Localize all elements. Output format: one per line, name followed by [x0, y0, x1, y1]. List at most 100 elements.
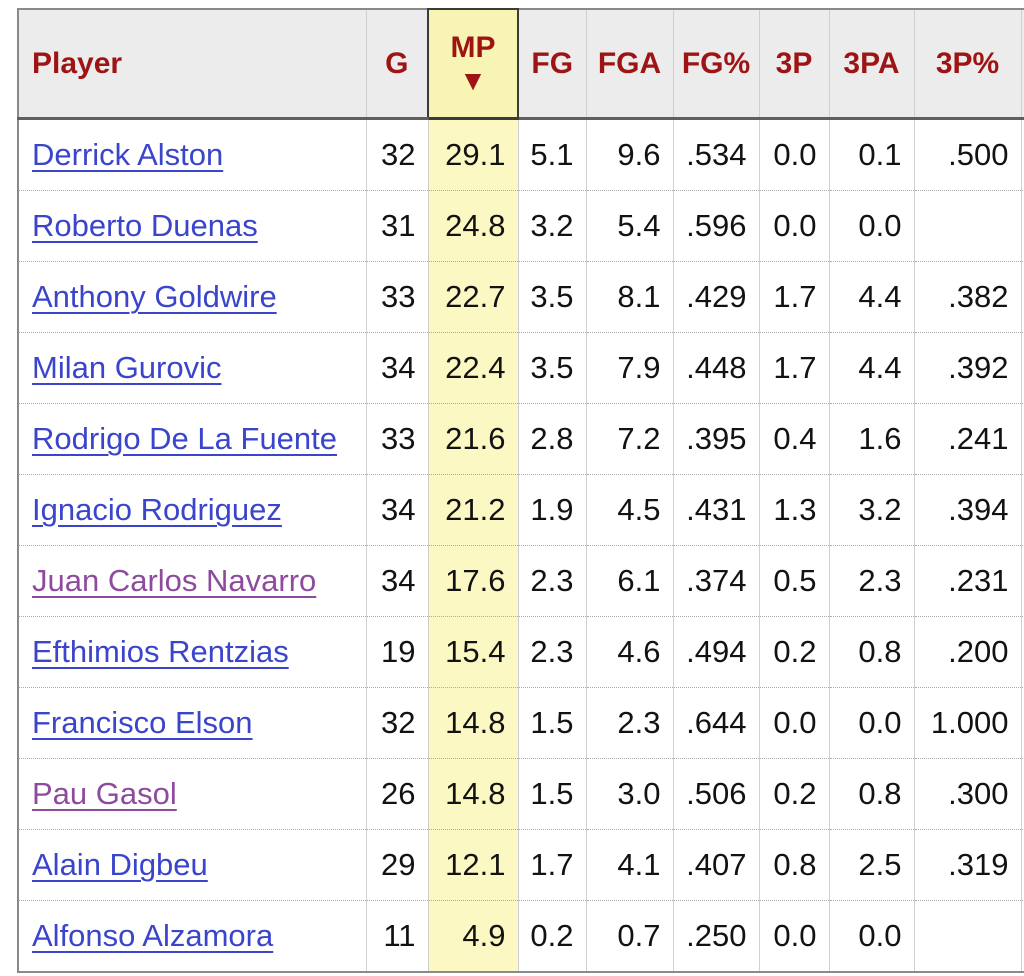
table-row: Pau Gasol 26 14.8 1.5 3.0.506 0.2 0.8.300: [18, 758, 1024, 830]
column-header-label: FG%: [681, 46, 751, 80]
cell-mp: 21.2: [428, 474, 519, 546]
column-header-label: MP: [450, 30, 496, 64]
cell-overflow: [1021, 758, 1024, 830]
cell-player: Pau Gasol: [18, 758, 367, 830]
column-header-p3_pct[interactable]: 3P%: [914, 9, 1022, 120]
cell-p3: 0.2: [759, 758, 830, 830]
cell-fg_pct: .494: [673, 616, 760, 688]
cell-fg: 1.7: [518, 829, 587, 901]
cell-player: Juan Carlos Navarro: [18, 545, 367, 617]
player-link[interactable]: Rodrigo De La Fuente: [32, 421, 338, 456]
cell-fg: 2.3: [518, 545, 587, 617]
cell-p3a: 0.0: [829, 687, 915, 759]
cell-g: 32: [366, 687, 429, 759]
column-header-fg_pct[interactable]: FG%: [673, 9, 760, 120]
player-link[interactable]: Francisco Elson: [32, 705, 253, 740]
cell-p3_pct: .200: [914, 616, 1022, 688]
cell-p3a: 0.1: [829, 118, 915, 191]
column-header-g[interactable]: G: [366, 9, 429, 120]
cell-p3a: 4.4: [829, 261, 915, 333]
cell-overflow: [1021, 403, 1024, 475]
cell-p3: 1.7: [759, 261, 830, 333]
column-header-p3[interactable]: 3P: [759, 9, 830, 120]
cell-g: 31: [366, 190, 429, 262]
table-row: Anthony Goldwire 33 22.7 3.5 8.1.429 1.7 4.4.3…: [18, 261, 1024, 333]
cell-mp: 14.8: [428, 758, 519, 830]
cell-p3_pct: .241: [914, 403, 1022, 475]
cell-fg: 5.1: [518, 118, 587, 191]
cell-overflow: [1021, 118, 1024, 191]
cell-g: 33: [366, 261, 429, 333]
cell-p3a: 2.3: [829, 545, 915, 617]
cell-p3: 0.0: [759, 900, 830, 972]
cell-p3_pct: 1.000: [914, 687, 1022, 759]
cell-fga: 9.6: [586, 118, 674, 191]
cell-fg_pct: .407: [673, 829, 760, 901]
cell-p3: 0.8: [759, 829, 830, 901]
player-link[interactable]: Ignacio Rodriguez: [32, 492, 282, 527]
player-link[interactable]: Milan Gurovic: [32, 350, 222, 385]
table-row: Derrick Alston 32 29.1 5.1 9.6.534 0.0 0.1.500: [18, 118, 1024, 191]
column-header-fga[interactable]: FGA: [586, 9, 674, 120]
cell-player: Roberto Duenas: [18, 190, 367, 262]
cell-overflow: [1021, 616, 1024, 688]
cell-fga: 3.0: [586, 758, 674, 830]
column-header-fg[interactable]: FG: [518, 9, 587, 120]
cell-player: Alfonso Alzamora: [18, 900, 367, 972]
cell-p3a: 3.2: [829, 474, 915, 546]
column-header-mp[interactable]: MP ▼: [427, 8, 519, 120]
table-row: Rodrigo De La Fuente 33 21.6 2.8 7.2.395 0.4 1…: [18, 403, 1024, 475]
cell-mp: 15.4: [428, 616, 519, 688]
cell-player: Francisco Elson: [18, 687, 367, 759]
column-header-player[interactable]: Player: [18, 9, 367, 120]
player-link[interactable]: Alain Digbeu: [32, 847, 208, 882]
cell-p3_pct: [914, 190, 1022, 262]
cell-p3_pct: .319: [914, 829, 1022, 901]
cell-mp: 22.4: [428, 332, 519, 404]
cell-fg: 3.2: [518, 190, 587, 262]
cell-overflow: [1021, 900, 1024, 972]
cell-fg: 2.3: [518, 616, 587, 688]
cell-player: Efthimios Rentzias: [18, 616, 367, 688]
cell-p3: 0.0: [759, 118, 830, 191]
cell-p3_pct: .392: [914, 332, 1022, 404]
cell-p3: 0.0: [759, 687, 830, 759]
cell-p3_pct: .394: [914, 474, 1022, 546]
cell-p3a: 0.0: [829, 900, 915, 972]
cell-fg_pct: .429: [673, 261, 760, 333]
column-header-label: FG: [531, 46, 574, 80]
player-link[interactable]: Anthony Goldwire: [32, 279, 277, 314]
player-link[interactable]: Pau Gasol: [32, 776, 177, 811]
cell-fg: 1.5: [518, 758, 587, 830]
cell-fga: 0.7: [586, 900, 674, 972]
cell-p3a: 0.0: [829, 190, 915, 262]
cell-fg_pct: .250: [673, 900, 760, 972]
player-link[interactable]: Efthimios Rentzias: [32, 634, 289, 669]
column-header-p3a[interactable]: 3PA: [829, 9, 915, 120]
cell-fg: 1.9: [518, 474, 587, 546]
player-link[interactable]: Alfonso Alzamora: [32, 918, 274, 953]
cell-fga: 7.2: [586, 403, 674, 475]
cell-fg_pct: .506: [673, 758, 760, 830]
table-row: Efthimios Rentzias 19 15.4 2.3 4.6.494 0.2 0.8…: [18, 616, 1024, 688]
cell-g: 11: [366, 900, 429, 972]
player-link[interactable]: Derrick Alston: [32, 137, 224, 172]
cell-g: 34: [366, 332, 429, 404]
table-row: Roberto Duenas 31 24.8 3.2 5.4.596 0.0 0.0: [18, 190, 1024, 262]
cell-fg: 0.2: [518, 900, 587, 972]
cell-player: Derrick Alston: [18, 118, 367, 191]
cell-mp: 14.8: [428, 687, 519, 759]
table-row: Alfonso Alzamora 11 4.9 0.2 0.7.250 0.0 0.0: [18, 900, 1024, 972]
cell-fga: 7.9: [586, 332, 674, 404]
cell-fg_pct: .395: [673, 403, 760, 475]
cell-overflow: [1021, 474, 1024, 546]
player-link[interactable]: Roberto Duenas: [32, 208, 258, 243]
cell-p3_pct: .382: [914, 261, 1022, 333]
cell-overflow: [1021, 261, 1024, 333]
player-link[interactable]: Juan Carlos Navarro: [32, 563, 317, 598]
cell-mp: 21.6: [428, 403, 519, 475]
cell-p3_pct: .500: [914, 118, 1022, 191]
cell-g: 34: [366, 545, 429, 617]
cell-fg_pct: .448: [673, 332, 760, 404]
